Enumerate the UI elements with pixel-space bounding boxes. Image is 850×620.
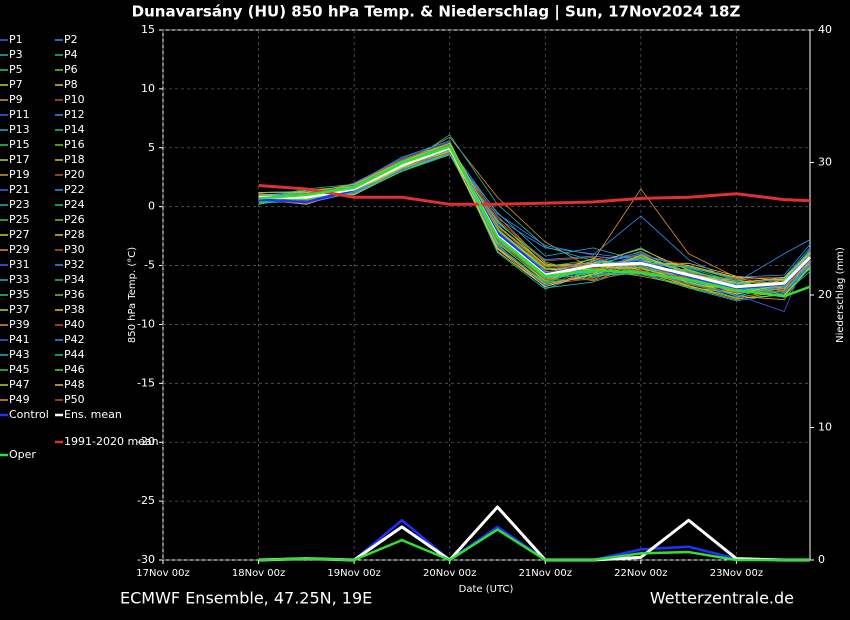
legend-label: P16: [64, 138, 85, 151]
footer-right: Wetterzentrale.de: [650, 589, 794, 608]
y2-tick-label: 10: [818, 421, 832, 434]
legend-label: P47: [9, 378, 30, 391]
legend-label: P30: [64, 243, 85, 256]
legend-label: P8: [64, 78, 78, 91]
legend-label: P36: [64, 288, 85, 301]
legend-label: 1991-2020 mean: [64, 435, 159, 448]
y2-tick-label: 20: [818, 288, 832, 301]
legend-label: P7: [9, 78, 23, 91]
y-tick-label: 0: [148, 200, 155, 213]
legend-label: P5: [9, 63, 23, 76]
legend-label: P1: [9, 33, 23, 46]
y2-tick-label: 40: [818, 23, 832, 36]
legend-label: P13: [9, 123, 30, 136]
legend-label: P40: [64, 318, 85, 331]
legend-label: Oper: [9, 448, 36, 461]
legend-label: P25: [9, 213, 30, 226]
temp-line: [258, 148, 811, 292]
footer-left: ECMWF Ensemble, 47.25N, 19E: [120, 589, 372, 608]
legend-label: P4: [64, 48, 78, 61]
legend-label: P12: [64, 108, 85, 121]
legend-label: P27: [9, 228, 30, 241]
legend-label: P45: [9, 363, 30, 376]
legend-label: P33: [9, 273, 30, 286]
legend-label: P39: [9, 318, 30, 331]
legend-label: P9: [9, 93, 23, 106]
plot-frame: [162, 29, 811, 561]
legend-label: P22: [64, 183, 85, 196]
legend-label: P15: [9, 138, 30, 151]
legend-label: P24: [64, 198, 85, 211]
legend-label: P11: [9, 108, 30, 121]
legend-label: P35: [9, 288, 30, 301]
y-tick-label: -30: [137, 553, 155, 566]
x-tick-label: 19Nov 00z: [327, 568, 380, 579]
y-tick-label: -25: [137, 494, 155, 507]
legend-label: P29: [9, 243, 30, 256]
legend-label: P38: [64, 303, 85, 316]
temp-line: [258, 145, 811, 298]
y2-axis-label: Niederschlag (mm): [835, 247, 846, 343]
y-tick-label: 10: [141, 82, 155, 95]
legend-label: P37: [9, 303, 30, 316]
temp-line: [258, 142, 811, 295]
precip-line: [258, 528, 810, 562]
x-tick-label: 17Nov 00z: [136, 568, 189, 579]
legend-label: P23: [9, 198, 30, 211]
y-tick-label: 15: [141, 23, 155, 36]
y2-tick-label: 0: [818, 553, 825, 566]
temp-line: [258, 150, 811, 312]
x-tick-label: 23Nov 00z: [710, 568, 763, 579]
legend-label: Ens. mean: [64, 408, 122, 421]
y-tick-label: 5: [148, 141, 155, 154]
legend-label: P50: [64, 393, 85, 406]
legend-label: P6: [64, 63, 78, 76]
x-tick-label: 21Nov 00z: [519, 568, 572, 579]
x-tick-label: 18Nov 00z: [232, 568, 285, 579]
y-tick-label: -10: [137, 317, 155, 330]
y-tick-label: -15: [137, 376, 155, 389]
legend-label: Control: [9, 408, 49, 421]
legend-label: P48: [64, 378, 85, 391]
legend-label: P28: [64, 228, 85, 241]
legend-label: P26: [64, 213, 85, 226]
legend-label: P49: [9, 393, 30, 406]
legend-label: P3: [9, 48, 23, 61]
y-tick-label: -5: [144, 259, 155, 272]
legend-label: P44: [64, 348, 85, 361]
legend-label: P42: [64, 333, 85, 346]
legend-label: P41: [9, 333, 30, 346]
temp-line: [258, 153, 811, 298]
x-tick-label: 22Nov 00z: [614, 568, 667, 579]
x-tick-label: 20Nov 00z: [423, 568, 476, 579]
legend-label: P2: [64, 33, 78, 46]
legend-label: P17: [9, 153, 30, 166]
legend-label: P32: [64, 258, 85, 271]
y-tick-label: -20: [137, 435, 155, 448]
legend-label: P19: [9, 168, 30, 181]
legend-label: P43: [9, 348, 30, 361]
legend-label: P10: [64, 93, 85, 106]
legend-label: P31: [9, 258, 30, 271]
legend-label: P34: [64, 273, 85, 286]
legend-label: P14: [64, 123, 85, 136]
x-axis-label: Date (UTC): [459, 584, 514, 595]
temp-line: [258, 183, 811, 206]
y2-tick-label: 30: [818, 156, 832, 169]
legend-label: P46: [64, 363, 85, 376]
legend-label: P20: [64, 168, 85, 181]
chart-title: Dunavarsány (HU) 850 hPa Temp. & Nieders…: [132, 3, 741, 22]
legend-label: P21: [9, 183, 30, 196]
temp-line: [258, 147, 811, 292]
legend-label: P18: [64, 153, 85, 166]
y-axis-label: 850 hPa Temp. (°C): [127, 247, 138, 343]
